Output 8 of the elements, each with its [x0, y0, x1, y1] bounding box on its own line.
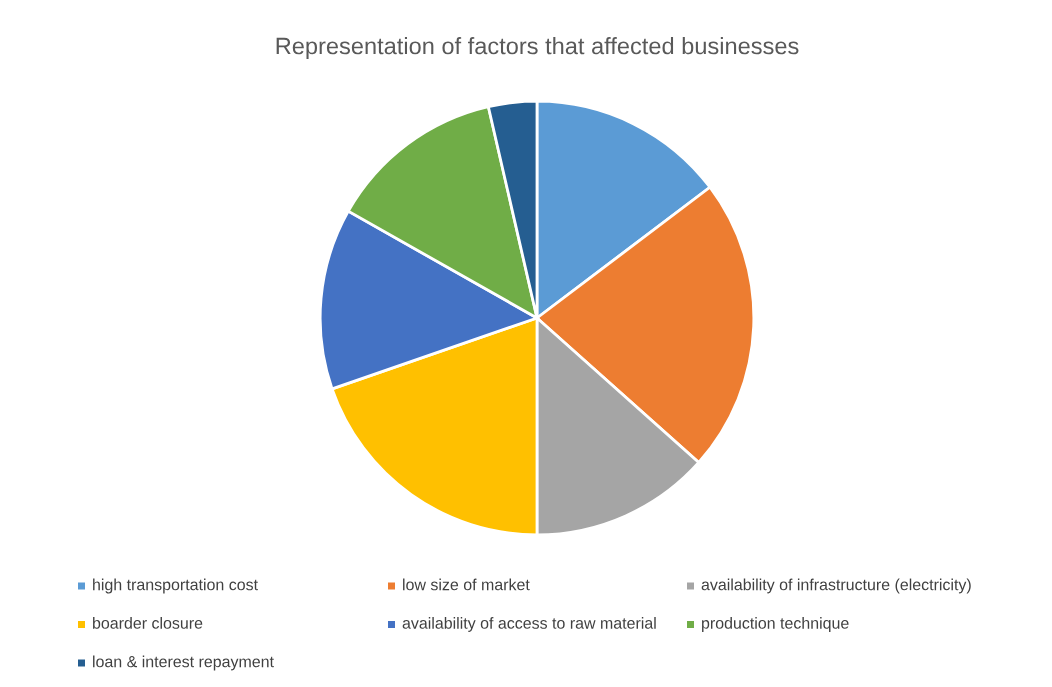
legend-label: low size of market	[403, 578, 530, 591]
legend-label: loan & interest repayment	[93, 655, 274, 671]
legend-label: availability of access to raw material	[402, 617, 656, 632]
legend-label: boarder closure	[93, 617, 203, 629]
legend-label: production technique	[702, 617, 849, 632]
legend-label: availability of infrastructure (electricity)	[701, 578, 971, 594]
legend-label: high transportation cost	[93, 578, 258, 594]
chart-title: Representation of factors that affected businesses	[276, 37, 799, 59]
